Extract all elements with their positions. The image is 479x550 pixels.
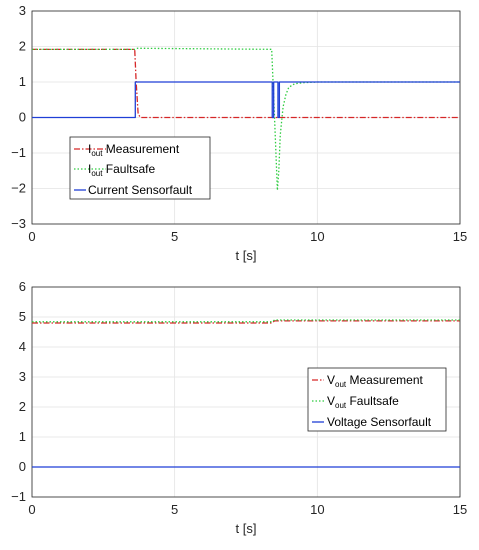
bottom-ytick-label: 0 bbox=[19, 459, 26, 474]
top-xtick-label: 10 bbox=[310, 229, 324, 244]
bottom-ytick-label: 3 bbox=[19, 369, 26, 384]
bottom-legend-label-2: Voltage Sensorfault bbox=[327, 415, 432, 429]
top-ytick-label: −3 bbox=[11, 216, 26, 231]
top-x-ticks: 0 5 10 15 bbox=[28, 229, 467, 244]
top-xtick-label: 0 bbox=[28, 229, 35, 244]
bottom-ytick-label: 2 bbox=[19, 399, 26, 414]
top-ytick-label: −1 bbox=[11, 145, 26, 160]
top-axes: −3 −2 −1 0 1 2 3 0 5 10 15 t [s] Iout Measurement… bbox=[11, 3, 467, 263]
top-x-axis-label: t [s] bbox=[236, 248, 257, 263]
bottom-ytick-label: 5 bbox=[19, 309, 26, 324]
bottom-y-ticks: −1 0 1 2 3 4 5 6 bbox=[11, 279, 26, 504]
top-ytick-label: 0 bbox=[19, 110, 26, 125]
top-legend-box bbox=[69, 136, 211, 200]
top-ytick-label: −2 bbox=[11, 181, 26, 196]
top-xtick-label: 15 bbox=[453, 229, 467, 244]
bottom-xtick-label: 0 bbox=[28, 502, 35, 517]
top-series-line-1 bbox=[32, 47, 460, 191]
bottom-ytick-label: 1 bbox=[19, 429, 26, 444]
top-legend-label-2: Current Sensorfault bbox=[88, 183, 193, 197]
bottom-legend-label-0: Vout Measurement bbox=[327, 373, 424, 389]
top-y-ticks: −3 −2 −1 0 1 2 3 bbox=[11, 3, 26, 231]
top-ytick-label: 2 bbox=[19, 39, 26, 54]
bottom-ytick-label: −1 bbox=[11, 489, 26, 504]
bottom-ytick-label: 6 bbox=[19, 279, 26, 294]
bottom-plot-area bbox=[31, 286, 461, 498]
top-legend-label-1: Iout Faultsafe bbox=[88, 162, 155, 178]
top-legend-label-0: Iout Measurement bbox=[88, 142, 180, 158]
top-series-group bbox=[32, 47, 460, 191]
bottom-ytick-label: 4 bbox=[19, 339, 26, 354]
top-ytick-label: 3 bbox=[19, 3, 26, 18]
bottom-legend: Vout Measurement Vout Faultsafe Voltage … bbox=[307, 367, 447, 432]
bottom-xtick-label: 10 bbox=[310, 502, 324, 517]
top-series-line-0 bbox=[32, 48, 460, 119]
top-xtick-label: 5 bbox=[171, 229, 178, 244]
bottom-legend-box bbox=[307, 367, 447, 432]
bottom-legend-label-1: Vout Faultsafe bbox=[327, 394, 399, 410]
bottom-xtick-label: 5 bbox=[171, 502, 178, 517]
top-ytick-label: 1 bbox=[19, 74, 26, 89]
bottom-x-axis-label: t [s] bbox=[236, 521, 257, 536]
top-series-line-2 bbox=[32, 81, 460, 119]
bottom-series-group bbox=[32, 319, 460, 468]
bottom-xtick-label: 15 bbox=[453, 502, 467, 517]
bottom-series-line-0 bbox=[32, 320, 460, 324]
bottom-x-ticks: 0 5 10 15 bbox=[28, 502, 467, 517]
top-legend: Iout Measurement Iout Faultsafe Current … bbox=[69, 136, 211, 200]
bottom-series-line-1 bbox=[32, 319, 460, 323]
